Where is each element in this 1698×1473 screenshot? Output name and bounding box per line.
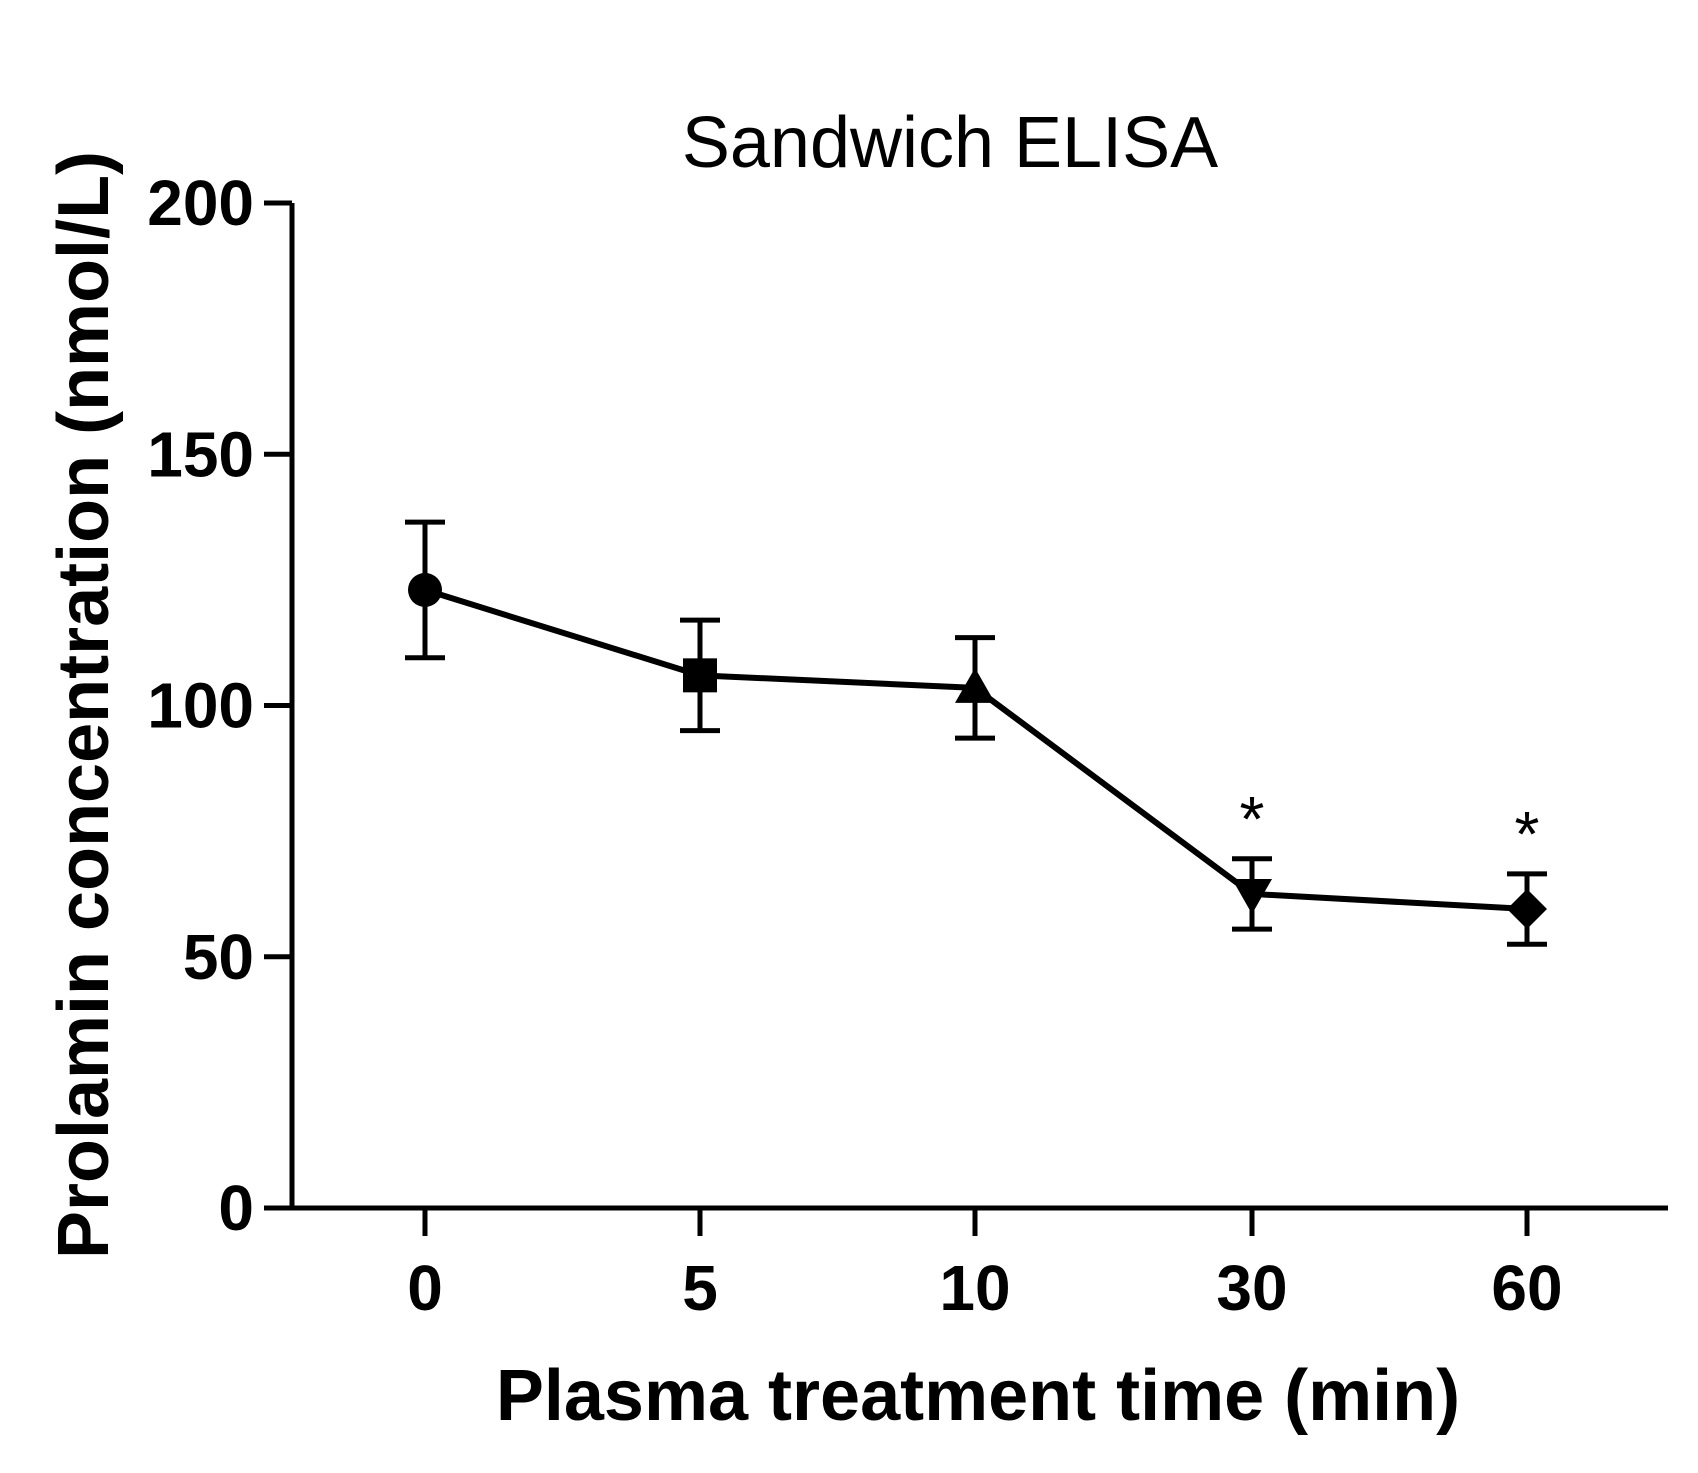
x-tick-label: 0 (407, 1252, 443, 1324)
x-tick-label: 30 (1216, 1252, 1287, 1324)
chart-title: Sandwich ELISA (682, 103, 1218, 183)
data-point-square (683, 658, 717, 693)
data-point-circle (408, 572, 442, 607)
y-axis-label: Prolamin concentration (nmol/L) (44, 151, 124, 1259)
x-tick-label: 60 (1491, 1252, 1562, 1324)
significance-star: * (1240, 783, 1265, 855)
x-tick-label: 5 (682, 1252, 718, 1324)
data-point-diamond (1507, 889, 1547, 930)
significance-star: * (1515, 798, 1540, 870)
plot-area: * * (405, 519, 1547, 947)
y-axis: 0 50 100 150 200 (147, 167, 295, 1244)
y-tick-label: 150 (147, 418, 254, 490)
y-tick-label: 200 (147, 167, 254, 239)
data-point-triangle-up (955, 667, 995, 703)
y-tick-label: 50 (183, 921, 254, 993)
y-tick-label: 0 (218, 1172, 254, 1244)
data-point-triangle-down (1232, 878, 1272, 914)
x-axis: 0 5 10 30 60 (290, 1205, 1668, 1324)
x-axis-label: Plasma treatment time (min) (496, 1356, 1460, 1436)
y-tick-label: 100 (147, 670, 254, 742)
x-tick-label: 10 (939, 1252, 1010, 1324)
